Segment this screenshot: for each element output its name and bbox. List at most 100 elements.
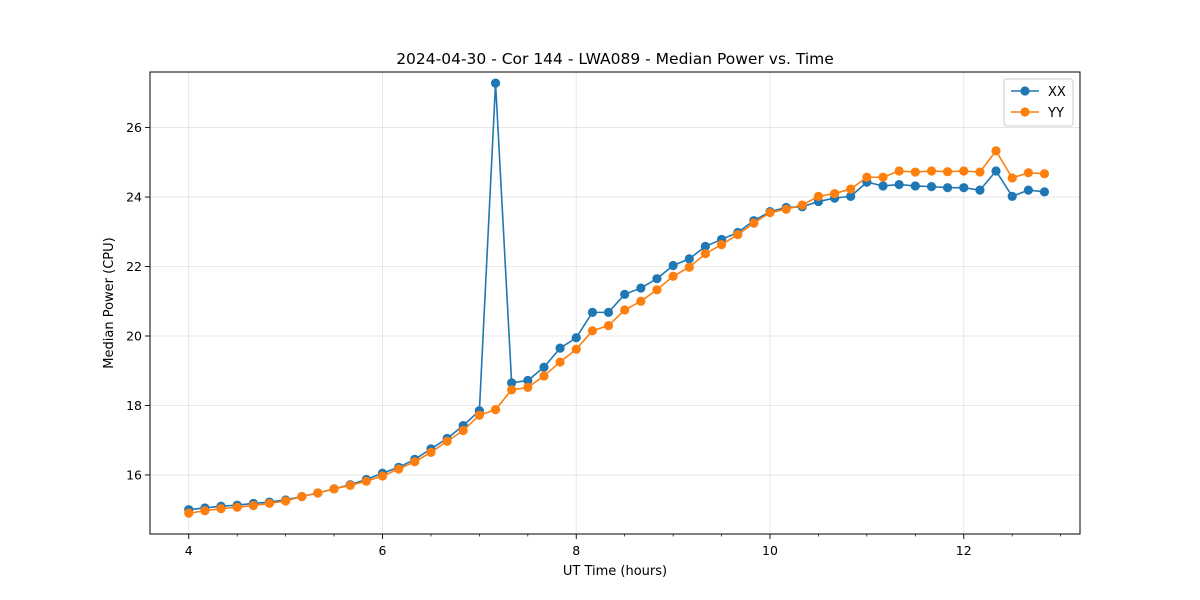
data-point-xx: [910, 181, 920, 191]
data-point-xx: [603, 307, 614, 317]
data-point-yy: [507, 385, 517, 395]
plot-frame: [149, 71, 1081, 535]
data-point-yy: [539, 371, 549, 381]
y-tick-label: 18: [126, 398, 142, 413]
data-point-yy: [216, 504, 226, 514]
x-tick-label: 4: [185, 543, 193, 558]
data-point-yy: [862, 172, 872, 182]
data-point-yy: [426, 447, 436, 457]
data-point-xx: [1023, 185, 1033, 195]
data-point-yy: [781, 204, 791, 214]
data-point-yy: [765, 208, 775, 218]
data-point-yy: [846, 184, 856, 194]
data-point-yy: [458, 425, 468, 436]
data-point-xx: [894, 179, 904, 190]
data-point-xx: [991, 166, 1001, 176]
y-axis-label: Median Power (CPU): [102, 237, 117, 368]
data-point-xx: [926, 182, 937, 192]
y-tick-label: 22: [126, 259, 142, 274]
data-point-yy: [571, 344, 581, 354]
series-layer: [184, 78, 1050, 518]
data-point-yy: [442, 436, 452, 446]
data-point-yy: [377, 471, 388, 481]
data-point-yy: [636, 296, 646, 306]
data-point-yy: [603, 320, 614, 331]
data-point-xx: [942, 183, 953, 193]
data-point-xx: [1007, 191, 1017, 201]
legend-yy-marker: [1020, 107, 1030, 117]
data-point-yy: [394, 464, 404, 474]
data-point-yy: [313, 488, 323, 498]
data-point-yy: [587, 326, 598, 336]
data-point-yy: [733, 229, 743, 240]
data-point-yy: [474, 410, 484, 420]
data-point-xx: [878, 181, 888, 191]
data-point-yy: [716, 240, 727, 250]
data-point-yy: [1007, 173, 1017, 183]
data-point-yy: [652, 285, 662, 295]
data-point-yy: [410, 457, 420, 467]
grid-lines: [150, 72, 1080, 534]
data-point-yy: [813, 191, 824, 201]
data-point-yy: [959, 166, 969, 176]
data-point-yy: [975, 167, 985, 177]
data-point-xx: [507, 378, 517, 388]
legend-xx-label: XX: [1048, 85, 1066, 100]
data-point-xx: [975, 185, 985, 195]
y-tick-label: 20: [126, 329, 142, 344]
axes: 4 6 8 10 12 16 18 20 22 24 26: [126, 120, 1061, 558]
data-point-xx: [490, 78, 501, 88]
y-tick-label: 26: [126, 120, 142, 135]
data-point-yy: [797, 200, 807, 210]
data-point-yy: [523, 382, 533, 393]
y-tick-label: 24: [126, 190, 142, 205]
data-point-yy: [345, 480, 355, 490]
data-point-xx: [620, 289, 630, 299]
data-point-xx: [587, 307, 598, 317]
data-point-xx: [846, 191, 856, 201]
data-point-xx: [636, 283, 646, 293]
legend: XX YY: [1003, 78, 1074, 127]
data-point-yy: [910, 167, 920, 177]
data-point-yy: [668, 271, 678, 281]
data-point-yy: [749, 218, 759, 228]
data-point-yy: [894, 166, 904, 176]
data-point-yy: [361, 476, 371, 486]
x-tick-label: 10: [762, 543, 778, 558]
data-point-xx: [700, 241, 710, 251]
chart-title: 2024-04-30 - Cor 144 - LWA089 - Median P…: [396, 50, 834, 68]
data-point-yy: [200, 506, 210, 516]
data-point-xx: [555, 343, 565, 353]
data-point-xx: [523, 375, 533, 386]
data-point-xx: [571, 333, 581, 343]
data-point-yy: [329, 484, 339, 494]
data-point-yy: [490, 405, 501, 415]
x-axis-label: UT Time (hours): [563, 564, 667, 579]
legend-yy-label: YY: [1047, 106, 1064, 121]
data-point-yy: [991, 146, 1001, 156]
data-point-xx: [1039, 187, 1050, 197]
data-point-yy: [264, 498, 275, 509]
data-point-yy: [942, 167, 953, 177]
data-point-yy: [555, 357, 565, 367]
data-point-yy: [700, 249, 710, 259]
data-point-yy: [830, 188, 840, 199]
data-point-yy: [297, 491, 307, 502]
x-tick-label: 6: [379, 543, 387, 558]
data-point-yy: [878, 172, 888, 182]
data-point-yy: [1023, 168, 1033, 178]
data-point-xx: [652, 274, 662, 284]
data-point-yy: [281, 496, 291, 506]
y-tick-label: 16: [126, 467, 142, 482]
data-point-yy: [248, 500, 258, 511]
data-point-xx: [539, 362, 549, 372]
data-point-yy: [232, 502, 242, 512]
data-point-xx: [668, 260, 678, 271]
series-yy: [184, 146, 1050, 518]
data-point-xx: [959, 183, 969, 193]
legend-xx-marker: [1020, 86, 1030, 96]
x-tick-label: 12: [956, 543, 972, 558]
data-point-yy: [684, 262, 694, 272]
